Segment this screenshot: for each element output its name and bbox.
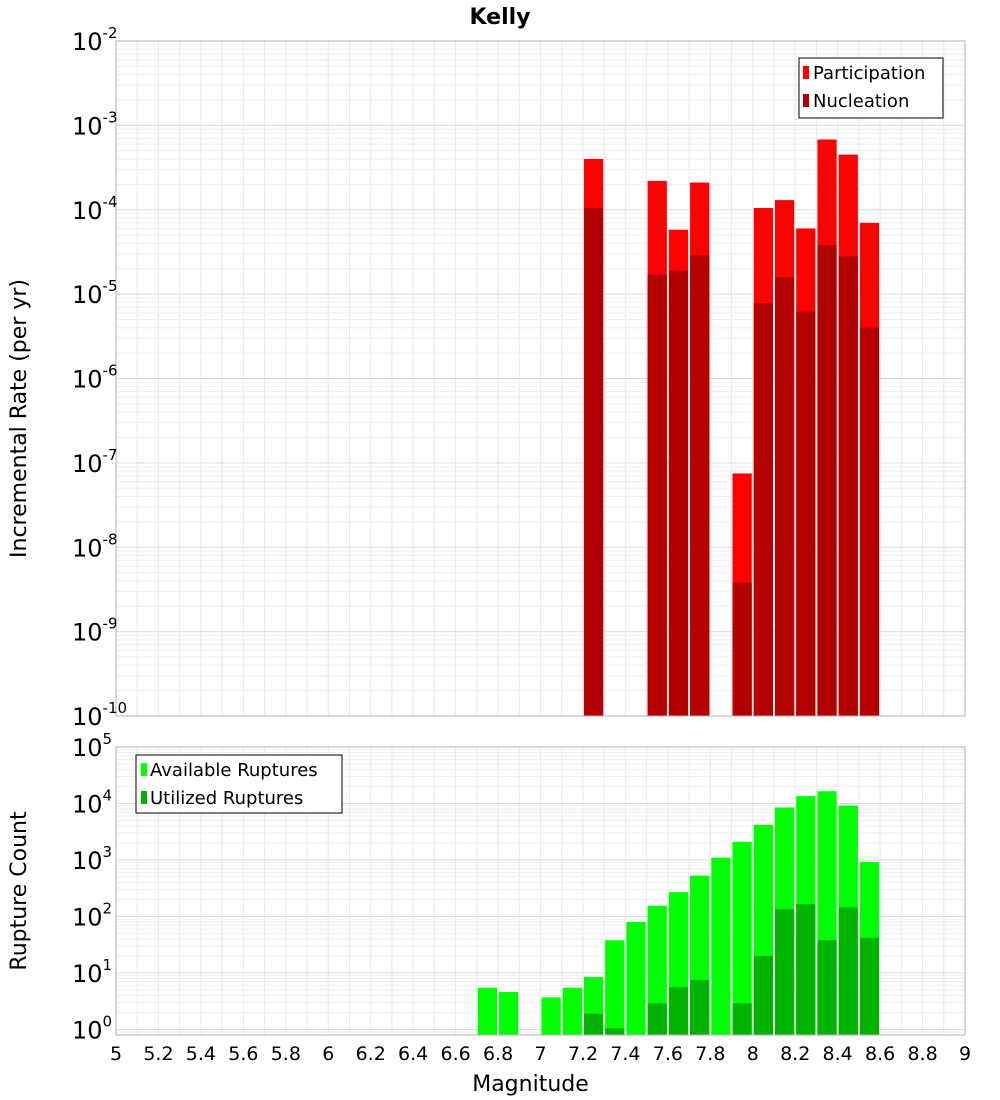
nucleation-bar	[753, 303, 773, 716]
rate-y-tick-label: 10-7	[72, 446, 118, 478]
nucleation-bar	[668, 270, 689, 716]
available-ruptures-bar	[732, 841, 752, 1035]
magnitude-x-tick-label: 5	[110, 1043, 122, 1065]
magnitude-x-tick-label: 8.2	[780, 1043, 810, 1065]
chart-title: Kelly	[469, 5, 530, 30]
nucleation-bar	[690, 255, 710, 716]
magnitude-x-tick-label: 8.8	[907, 1043, 937, 1065]
utilized-ruptures-bar	[583, 1013, 604, 1035]
magnitude-x-tick-labels: 5 5.2 5.4 5.6 5.8 6 6.2 6.4 6.6 6.8 7 7.2 7.4 7.6 7.8 8…	[110, 1043, 971, 1065]
magnitude-x-tick-label: 5.6	[228, 1043, 258, 1065]
rate-legend: Participation Nucleation	[798, 57, 944, 119]
participation-legend-swatch	[803, 66, 809, 79]
rate-y-tick-labels: 10-2 10-3 10-4 10-5 10-6 10-7 10-8 10-9 10-10	[72, 24, 127, 731]
rate-plot-frame	[115, 40, 966, 717]
magnitude-x-tick-label: 6.8	[483, 1043, 513, 1065]
rate-y-tick-label: 10-4	[72, 193, 118, 225]
nucleation-bar	[859, 327, 880, 716]
rate-y-tick-label: 10-2	[72, 24, 118, 56]
rupture-y-tick-labels: 105 104 103 102 101 100	[72, 730, 112, 1045]
utilized-ruptures-bar	[774, 909, 795, 1035]
rupture-y-tick-label: 103	[72, 843, 112, 875]
available-ruptures-bar	[626, 921, 646, 1035]
rupture-y-tick-label: 100	[72, 1013, 112, 1045]
rupture-count-panel: 105 104 103 102 101 100 5 5.2 5.4 5.6 5.8 6 6.2 6.4 6…	[7, 730, 971, 1097]
magnitude-x-tick-label: 5.8	[271, 1043, 301, 1065]
magnitude-x-tick-label: 5.4	[186, 1043, 216, 1065]
utilized-ruptures-bar	[647, 1003, 667, 1035]
available-ruptures-legend-label: Available Ruptures	[150, 760, 318, 781]
nucleation-bar	[774, 276, 795, 716]
rate-y-axis-title: Incremental Rate (per yr)	[7, 279, 32, 558]
available-ruptures-legend-swatch	[141, 763, 147, 776]
utilized-ruptures-bar	[753, 956, 773, 1035]
utilized-ruptures-bar	[817, 940, 837, 1035]
nucleation-bar	[732, 582, 752, 716]
utilized-ruptures-bar	[796, 904, 816, 1035]
magnitude-x-tick-label: 6.4	[398, 1043, 428, 1065]
available-ruptures-bar	[541, 997, 561, 1035]
utilized-ruptures-legend-label: Utilized Ruptures	[150, 788, 303, 809]
rate-plot-bars	[583, 139, 880, 717]
rupture-y-axis-title: Rupture Count	[7, 811, 32, 971]
nucleation-bar	[583, 207, 604, 716]
rate-y-tick-label: 10-5	[72, 277, 118, 309]
magnitude-x-tick-label: 5.2	[143, 1043, 173, 1065]
utilized-ruptures-bar	[605, 1028, 625, 1035]
rate-plot-grid	[115, 41, 966, 717]
nucleation-bar	[647, 274, 667, 716]
rupture-plot-frame	[115, 746, 966, 1036]
magnitude-x-tick-label: 6.2	[356, 1043, 386, 1065]
magnitude-x-tick-label: 8	[747, 1043, 759, 1065]
magnitude-x-tick-label: 6.6	[440, 1043, 470, 1065]
utilized-ruptures-bar	[668, 987, 689, 1035]
available-ruptures-bar	[605, 940, 625, 1035]
rupture-y-tick-label: 101	[72, 956, 112, 988]
utilized-ruptures-legend-swatch	[141, 791, 147, 804]
available-ruptures-bar	[647, 905, 667, 1035]
magnitude-x-tick-label: 7	[534, 1043, 546, 1065]
available-ruptures-bar	[499, 992, 519, 1035]
magnitude-x-tick-label: 7.2	[568, 1043, 598, 1065]
magnitude-x-tick-label: 9	[959, 1043, 971, 1065]
rate-y-tick-label: 10-10	[72, 699, 127, 731]
nucleation-bar	[838, 256, 858, 716]
nucleation-legend-swatch	[803, 94, 809, 107]
rate-y-tick-label: 10-9	[72, 615, 118, 647]
magnitude-x-tick-label: 7.8	[695, 1043, 725, 1065]
nucleation-bar	[817, 245, 837, 717]
magnitude-x-tick-label: 8.4	[823, 1043, 853, 1065]
rate-y-tick-label: 10-6	[72, 362, 118, 394]
magnitude-x-tick-label: 6	[322, 1043, 334, 1065]
magnitude-x-tick-label: 7.6	[653, 1043, 683, 1065]
participation-legend-label: Participation	[813, 63, 925, 84]
rate-plot-panel: 10-2 10-3 10-4 10-5 10-6 10-7 10-8 10-9 10-10 In…	[7, 24, 966, 731]
magnitude-x-axis-title: Magnitude	[472, 1072, 589, 1097]
rate-y-tick-label: 10-3	[72, 108, 118, 140]
rupture-y-tick-label: 104	[72, 787, 112, 819]
rate-legend-box	[798, 57, 944, 119]
utilized-ruptures-bar	[859, 937, 880, 1035]
rupture-legend-box	[135, 754, 343, 814]
available-ruptures-bar	[711, 857, 731, 1035]
rupture-y-tick-label: 102	[72, 900, 112, 932]
nucleation-bar	[796, 311, 816, 716]
magnitude-x-tick-label: 8.6	[865, 1043, 895, 1065]
utilized-ruptures-bar	[732, 1003, 752, 1035]
utilized-ruptures-bar	[838, 907, 858, 1035]
magnitude-x-tick-label: 7.4	[610, 1043, 640, 1065]
rate-y-tick-label: 10-8	[72, 530, 118, 562]
nucleation-legend-label: Nucleation	[813, 91, 909, 112]
utilized-ruptures-bar	[690, 980, 710, 1035]
available-ruptures-bar	[477, 987, 498, 1035]
available-ruptures-bar	[562, 987, 582, 1035]
rupture-legend: Available Ruptures Utilized Ruptures	[135, 754, 343, 814]
rupture-plot-bars	[477, 791, 880, 1035]
rupture-y-tick-label: 105	[72, 730, 112, 762]
